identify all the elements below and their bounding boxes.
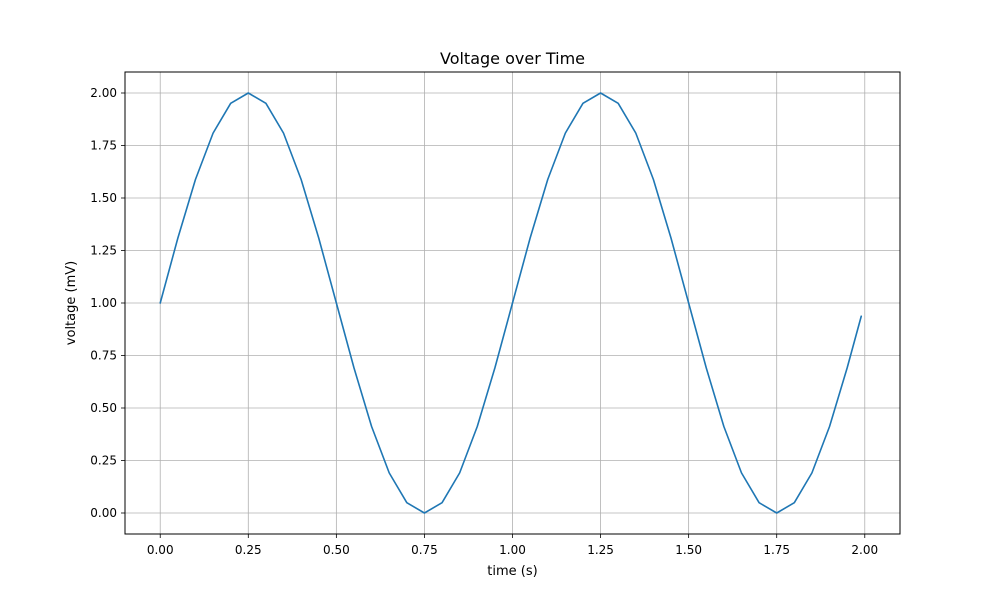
y-axis-label: voltage (mV) xyxy=(64,261,79,345)
x-tick-label: 0.50 xyxy=(323,543,350,557)
x-tick-label: 1.50 xyxy=(675,543,702,557)
x-axis-label: time (s) xyxy=(487,564,537,579)
y-tick-label: 0.25 xyxy=(90,454,117,468)
x-axis-ticks: 0.00 0.25 0.50 0.75 1.00 1.25 1.50 1.75 2.00 xyxy=(147,534,878,557)
y-tick-label: 2.00 xyxy=(90,86,117,100)
y-tick-label: 0.75 xyxy=(90,349,117,363)
x-tick-label: 2.00 xyxy=(851,543,878,557)
y-axis-ticks: 0.00 0.25 0.50 0.75 1.00 1.25 1.50 1.75 2.00 xyxy=(90,86,125,520)
x-tick-label: 0.75 xyxy=(411,543,438,557)
x-tick-label: 1.75 xyxy=(763,543,790,557)
voltage-series-line xyxy=(159,92,863,514)
y-tick-label: 1.25 xyxy=(90,244,117,258)
x-tick-label: 0.00 xyxy=(147,543,174,557)
x-tick-label: 1.00 xyxy=(499,543,526,557)
y-tick-label: 0.00 xyxy=(90,506,117,520)
x-tick-label: 1.25 xyxy=(587,543,614,557)
chart-title: Voltage over Time xyxy=(440,49,585,68)
series-layer xyxy=(159,92,863,514)
x-tick-label: 0.25 xyxy=(235,543,262,557)
y-tick-label: 0.50 xyxy=(90,401,117,415)
y-tick-label: 1.00 xyxy=(90,296,117,310)
y-tick-label: 1.75 xyxy=(90,139,117,153)
y-tick-label: 1.50 xyxy=(90,191,117,205)
